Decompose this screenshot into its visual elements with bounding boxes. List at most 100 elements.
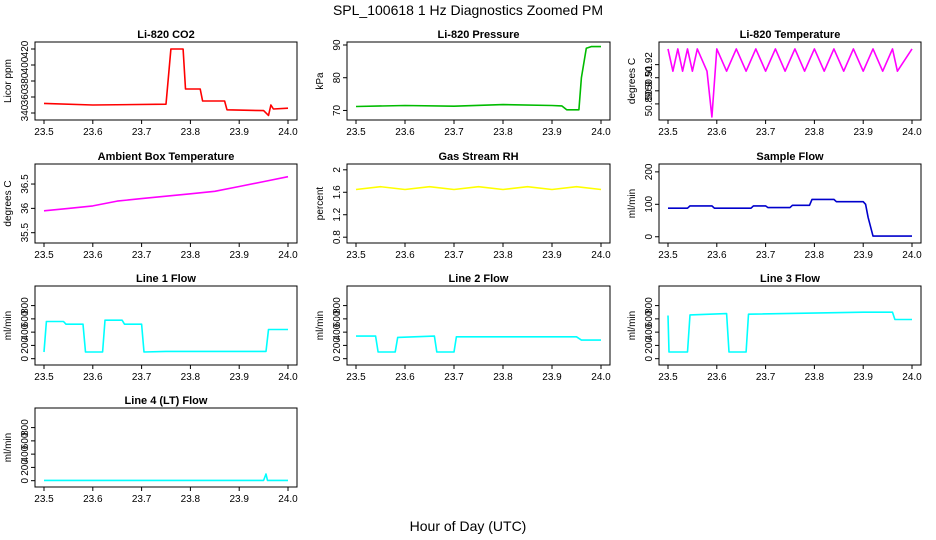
y-axis-label: ml/min bbox=[3, 433, 14, 462]
x-tick-label: 23.6 bbox=[707, 250, 727, 261]
x-axis-label: Hour of Day (UTC) bbox=[410, 518, 527, 534]
y-tick-label: 200 bbox=[644, 337, 655, 354]
x-tick-label: 23.9 bbox=[853, 127, 873, 138]
y-axis-label: ml/min bbox=[3, 311, 14, 340]
panel-title: Li-820 CO2 bbox=[137, 29, 194, 41]
plot-frame bbox=[34, 407, 298, 488]
panel: Sample Flow ml/min 23.5 23.6 23.7 23.8 23.9 24.… bbox=[627, 151, 922, 261]
panel: Li-820 Temperature degrees C 23.5 23.6 23.7 2… bbox=[627, 29, 922, 138]
x-tick-label: 24.0 bbox=[278, 494, 298, 505]
y-tick-label: 0 bbox=[644, 234, 655, 240]
data-line bbox=[43, 175, 289, 212]
y-tick-label: 800 bbox=[644, 297, 655, 314]
data-line bbox=[355, 185, 602, 191]
x-tick-label: 23.9 bbox=[853, 250, 873, 261]
panel-title: Ambient Box Temperature bbox=[98, 151, 235, 163]
x-tick-label: 23.9 bbox=[542, 372, 562, 383]
data-line bbox=[44, 473, 288, 482]
x-tick-label: 23.8 bbox=[181, 250, 201, 261]
x-tick-label: 24.0 bbox=[278, 372, 298, 383]
y-tick-label: 0 bbox=[332, 355, 343, 361]
y-axis-label: degrees C bbox=[627, 58, 638, 104]
y-tick-label: 90 bbox=[332, 39, 343, 51]
data-line bbox=[667, 48, 913, 118]
x-tick-label: 23.6 bbox=[83, 127, 103, 138]
plot-frame bbox=[658, 285, 922, 366]
x-tick-label: 23.7 bbox=[444, 372, 464, 383]
x-tick-label: 24.0 bbox=[591, 127, 611, 138]
y-tick-label: 360 bbox=[20, 88, 31, 105]
panel: Gas Stream RH percent 23.5 23.6 23.7 23.8 23.9… bbox=[315, 151, 611, 261]
x-tick-label: 24.0 bbox=[278, 127, 298, 138]
x-tick-label: 23.5 bbox=[346, 372, 366, 383]
y-tick-label: 400 bbox=[20, 445, 31, 462]
x-tick-label: 23.6 bbox=[83, 372, 103, 383]
y-tick-label: 200 bbox=[644, 163, 655, 180]
y-tick-label: 380 bbox=[20, 72, 31, 89]
x-tick-label: 24.0 bbox=[902, 127, 922, 138]
y-tick-label: 800 bbox=[332, 297, 343, 314]
x-tick-label: 23.5 bbox=[658, 127, 678, 138]
x-tick-label: 23.7 bbox=[132, 127, 152, 138]
panel: Li-820 CO2 Licor ppm 23.5 23.6 23.7 23.8 23.9 2… bbox=[3, 29, 298, 138]
y-axis-label: ml/min bbox=[627, 189, 638, 218]
plot-frame bbox=[658, 163, 922, 244]
y-tick-label: 200 bbox=[20, 459, 31, 476]
x-tick-label: 24.0 bbox=[278, 250, 298, 261]
x-tick-label: 23.5 bbox=[34, 250, 54, 261]
panel-grid: Li-820 CO2 Licor ppm 23.5 23.6 23.7 23.8 23.9 2… bbox=[3, 29, 922, 505]
plot-frame bbox=[346, 41, 611, 121]
panel-title: Sample Flow bbox=[756, 151, 824, 163]
x-tick-label: 23.6 bbox=[707, 127, 727, 138]
y-tick-label: 0 bbox=[20, 477, 31, 483]
x-tick-label: 23.5 bbox=[658, 372, 678, 383]
x-tick-label: 23.5 bbox=[34, 372, 54, 383]
y-tick-label: 600 bbox=[332, 310, 343, 327]
x-tick-label: 23.8 bbox=[493, 127, 513, 138]
x-tick-label: 23.7 bbox=[132, 250, 152, 261]
x-tick-label: 23.6 bbox=[83, 250, 103, 261]
panel-title: Line 1 Flow bbox=[136, 273, 196, 285]
y-tick-label: 1.2 bbox=[332, 207, 343, 221]
y-axis-label: degrees C bbox=[3, 180, 14, 226]
y-tick-label: 400 bbox=[20, 323, 31, 340]
y-tick-label: 50.92 bbox=[644, 52, 655, 77]
x-tick-label: 23.8 bbox=[181, 494, 201, 505]
y-axis-label: ml/min bbox=[315, 311, 326, 340]
x-tick-label: 23.5 bbox=[34, 127, 54, 138]
y-tick-label: 400 bbox=[20, 56, 31, 73]
y-axis-label: Licor ppm bbox=[3, 59, 14, 103]
y-tick-label: 600 bbox=[644, 310, 655, 327]
x-tick-label: 23.6 bbox=[395, 372, 415, 383]
y-tick-label: 100 bbox=[644, 196, 655, 213]
x-tick-label: 23.9 bbox=[229, 494, 249, 505]
panel: Line 4 (LT) Flow ml/min 23.5 23.6 23.7 23.8 23… bbox=[3, 395, 298, 505]
plot-frame bbox=[346, 163, 611, 244]
data-line bbox=[355, 45, 601, 111]
x-tick-label: 23.9 bbox=[853, 372, 873, 383]
x-tick-label: 23.7 bbox=[756, 127, 776, 138]
x-tick-label: 23.9 bbox=[542, 250, 562, 261]
x-tick-label: 23.7 bbox=[756, 372, 776, 383]
x-tick-label: 23.8 bbox=[805, 250, 825, 261]
y-tick-label: 50.9 bbox=[644, 81, 655, 101]
panel: Ambient Box Temperature degrees C 23.5 23.6… bbox=[3, 151, 298, 261]
x-tick-label: 24.0 bbox=[902, 250, 922, 261]
x-tick-label: 23.6 bbox=[395, 250, 415, 261]
y-tick-label: 600 bbox=[20, 310, 31, 327]
x-tick-label: 23.6 bbox=[83, 494, 103, 505]
x-tick-label: 24.0 bbox=[591, 250, 611, 261]
data-line bbox=[356, 335, 601, 353]
panel-title: Li-820 Pressure bbox=[438, 29, 520, 41]
panel: Li-820 Pressure kPa 23.5 23.6 23.7 23.8 23.9 24… bbox=[315, 29, 611, 138]
y-tick-label: 50.91 bbox=[644, 65, 655, 90]
panel: Line 1 Flow ml/min 23.5 23.6 23.7 23.8 23.9 24.… bbox=[3, 273, 298, 383]
x-tick-label: 23.7 bbox=[444, 250, 464, 261]
data-line bbox=[667, 311, 912, 353]
y-tick-label: 0.8 bbox=[332, 230, 343, 244]
y-axis-label: ml/min bbox=[627, 311, 638, 340]
y-tick-label: 200 bbox=[332, 337, 343, 354]
plot-frame bbox=[34, 41, 298, 121]
panel-title: Line 2 Flow bbox=[449, 273, 509, 285]
